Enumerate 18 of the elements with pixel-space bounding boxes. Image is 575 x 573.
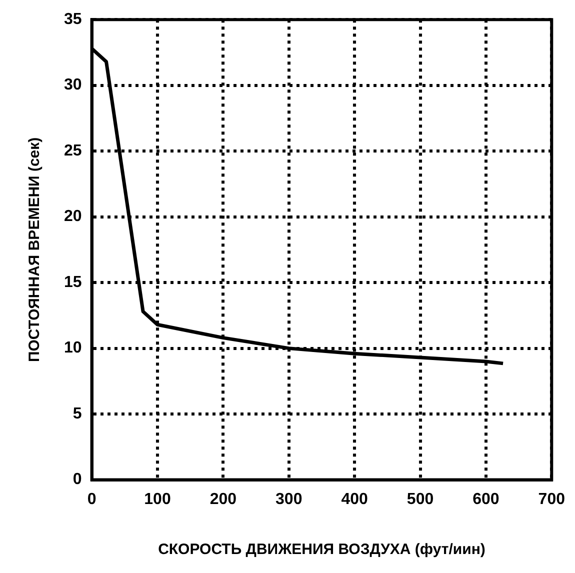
x-tick-label: 200 [210,490,237,508]
x-tick-label: 700 [538,490,566,508]
x-tick-label: 300 [276,490,302,508]
y-tick-label: 0 [72,471,82,488]
x-axis-title: СКОРОСТЬ ДВИЖЕНИЯ ВОЗДУХА (фут/иин) [158,541,486,558]
x-tick-label: 600 [472,490,500,508]
y-tick-label: 25 [64,142,82,160]
y-tick-label: 30 [64,76,82,94]
x-tick-label: 500 [406,490,434,508]
y-tick-label: 15 [64,274,82,291]
y-tick-label: 20 [64,208,82,226]
y-tick-label: 10 [64,340,82,357]
y-axis-title: ПОСТОЯННАЯ ВРЕМЕНИ (сек) [26,137,44,362]
y-tick-label: 5 [72,405,82,422]
x-tick-label: 0 [87,490,96,508]
x-tick-label: 100 [144,490,171,508]
x-tick-label: 400 [341,490,368,508]
y-tick-label: 35 [64,11,82,28]
